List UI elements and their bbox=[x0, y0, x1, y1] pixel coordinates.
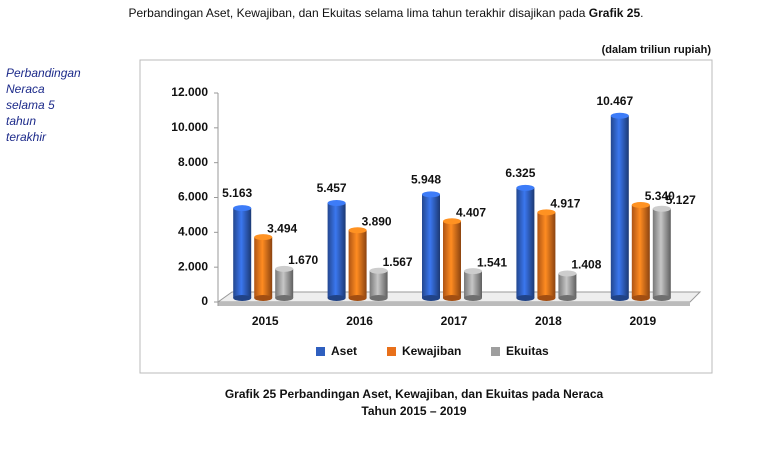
intro-ref: Grafik 25 bbox=[588, 6, 641, 20]
intro: Perbandingan Aset, Kewajiban, dan Ekuita… bbox=[0, 6, 772, 20]
bar bbox=[652, 208, 671, 298]
bar bbox=[327, 202, 346, 298]
value-label: 1.541 bbox=[477, 255, 507, 269]
bar-cap bbox=[254, 234, 273, 241]
value-label: 1.567 bbox=[383, 255, 413, 269]
bar-base bbox=[348, 295, 367, 301]
bar-cap bbox=[610, 112, 629, 119]
value-label: 6.325 bbox=[505, 166, 535, 180]
bar-cap bbox=[233, 205, 252, 212]
bar-cap bbox=[275, 265, 294, 272]
bar-cap bbox=[537, 209, 556, 216]
legend-swatch bbox=[316, 347, 325, 356]
value-label: 4.917 bbox=[550, 197, 580, 211]
sidebar-line: selama 5 bbox=[6, 98, 55, 112]
legend-swatch bbox=[387, 347, 396, 356]
value-label: 5.457 bbox=[317, 181, 347, 195]
x-tick-label: 2016 bbox=[346, 314, 373, 328]
bar-cap bbox=[652, 205, 671, 212]
bar bbox=[348, 230, 367, 298]
legend-swatch bbox=[491, 347, 500, 356]
bar-base bbox=[254, 295, 273, 301]
bar-base bbox=[233, 295, 252, 301]
bar-cap bbox=[327, 199, 346, 206]
caption: Grafik 25 Perbandingan Aset, Kewajiban, … bbox=[0, 386, 772, 420]
legend-label: Ekuitas bbox=[506, 344, 549, 358]
value-label: 5.163 bbox=[222, 186, 252, 200]
bar-base bbox=[327, 295, 346, 301]
bar bbox=[516, 187, 535, 298]
x-tick-label: 2018 bbox=[535, 314, 562, 328]
value-label: 10.467 bbox=[596, 94, 633, 108]
bar-cap bbox=[348, 227, 367, 234]
value-label: 3.890 bbox=[362, 214, 392, 228]
sidebar-note: Perbandingan Neraca selama 5 tahun terakhir bbox=[6, 65, 81, 145]
bar bbox=[610, 115, 629, 298]
bar bbox=[233, 208, 252, 298]
bar bbox=[464, 271, 482, 298]
bar-base bbox=[652, 295, 671, 301]
bar-base bbox=[610, 295, 629, 301]
y-tick-label: 6.000 bbox=[178, 190, 208, 204]
bar-base bbox=[275, 295, 294, 301]
value-label: 5.948 bbox=[411, 173, 441, 187]
bar-cap bbox=[631, 201, 650, 208]
x-tick-label: 2019 bbox=[629, 314, 656, 328]
value-label: 5.340 bbox=[645, 189, 675, 203]
bar bbox=[631, 204, 650, 298]
bar bbox=[369, 270, 388, 298]
bar-base bbox=[422, 295, 440, 301]
y-tick-label: 10.000 bbox=[171, 120, 208, 134]
bar-cap bbox=[369, 267, 388, 274]
unit-label: (dalam triliun rupiah) bbox=[602, 44, 712, 56]
bar-base bbox=[558, 295, 577, 301]
floor-edge bbox=[218, 302, 690, 306]
y-tick-label: 0 bbox=[201, 294, 208, 308]
bar-cap bbox=[464, 268, 482, 275]
bar bbox=[422, 194, 440, 298]
y-tick-label: 8.000 bbox=[178, 155, 208, 169]
y-tick-label: 12.000 bbox=[171, 85, 208, 99]
bar bbox=[558, 273, 577, 298]
bar-cap bbox=[516, 184, 535, 191]
bar bbox=[443, 221, 461, 298]
sidebar-line: Perbandingan bbox=[6, 66, 81, 80]
bar-base bbox=[631, 295, 650, 301]
bar bbox=[537, 212, 556, 298]
value-label: 3.494 bbox=[267, 221, 297, 235]
bar-base bbox=[516, 295, 535, 301]
bar-base bbox=[443, 295, 461, 301]
bar-cap bbox=[558, 270, 577, 277]
legend-label: Aset bbox=[331, 344, 357, 358]
value-label: 1.670 bbox=[288, 253, 318, 267]
legend-label: Kewajiban bbox=[402, 344, 461, 358]
sidebar-line: Neraca bbox=[6, 82, 45, 96]
x-tick-label: 2017 bbox=[441, 314, 468, 328]
value-label: 1.408 bbox=[571, 258, 601, 272]
bar-base bbox=[369, 295, 388, 301]
intro-text: Perbandingan Aset, Kewajiban, dan Ekuita… bbox=[128, 6, 586, 20]
bar-cap bbox=[422, 191, 440, 198]
intro-end: . bbox=[640, 6, 644, 20]
sidebar-line: terakhir bbox=[6, 130, 47, 144]
y-tick-label: 2.000 bbox=[178, 259, 208, 273]
bar bbox=[254, 237, 273, 298]
sidebar-line: tahun bbox=[6, 114, 37, 128]
x-tick-label: 2015 bbox=[252, 314, 279, 328]
caption-line: Grafik 25 Perbandingan Aset, Kewajiban, … bbox=[224, 387, 604, 401]
bar bbox=[275, 268, 294, 298]
caption-line: Tahun 2015 – 2019 bbox=[361, 404, 467, 418]
bar-base bbox=[537, 295, 556, 301]
bar-base bbox=[464, 295, 482, 301]
value-label: 5.127 bbox=[666, 193, 696, 207]
value-label: 4.407 bbox=[456, 205, 486, 219]
y-tick-label: 4.000 bbox=[178, 225, 208, 239]
bar-cap bbox=[443, 218, 461, 225]
